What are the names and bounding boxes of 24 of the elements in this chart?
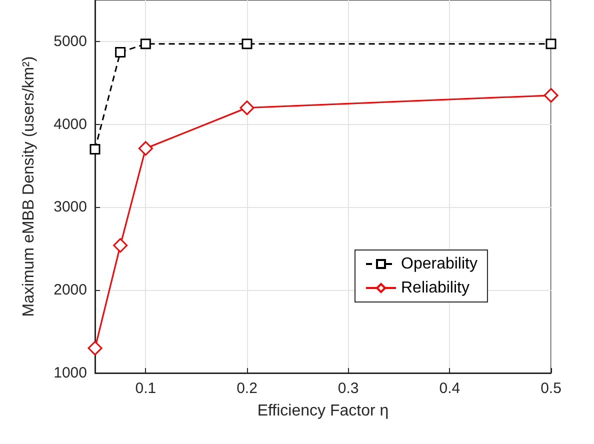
- legend-label: Operability: [401, 256, 478, 272]
- point: [88, 340, 102, 356]
- x-tick-label: 0.1: [135, 380, 156, 397]
- point: [544, 88, 558, 103]
- point: [90, 144, 100, 154]
- y-tick-label: 4000: [54, 116, 87, 133]
- point: [113, 238, 128, 253]
- x-axis-title: Efficiency Factor η: [257, 402, 389, 420]
- y-tick-label: 3000: [54, 198, 87, 216]
- x-tick-label: 0.2: [236, 380, 258, 397]
- point: [242, 38, 252, 50]
- x-tick-label: 0.4: [439, 380, 460, 397]
- y-axis-title: Maximum eMBB Density (users/km²): [20, 56, 38, 317]
- y-tick-label: 5000: [54, 32, 87, 50]
- point: [546, 38, 556, 50]
- point: [140, 38, 151, 50]
- point: [138, 141, 153, 156]
- legend-label: Reliability: [401, 280, 470, 296]
- x-tick-label: 0.3: [338, 380, 359, 397]
- x-tick-label: 0.5: [540, 380, 562, 397]
- y-tick-label: 1000: [54, 364, 87, 382]
- point: [115, 46, 126, 58]
- y-tick-label: 2000: [54, 282, 87, 299]
- point: [240, 100, 254, 116]
